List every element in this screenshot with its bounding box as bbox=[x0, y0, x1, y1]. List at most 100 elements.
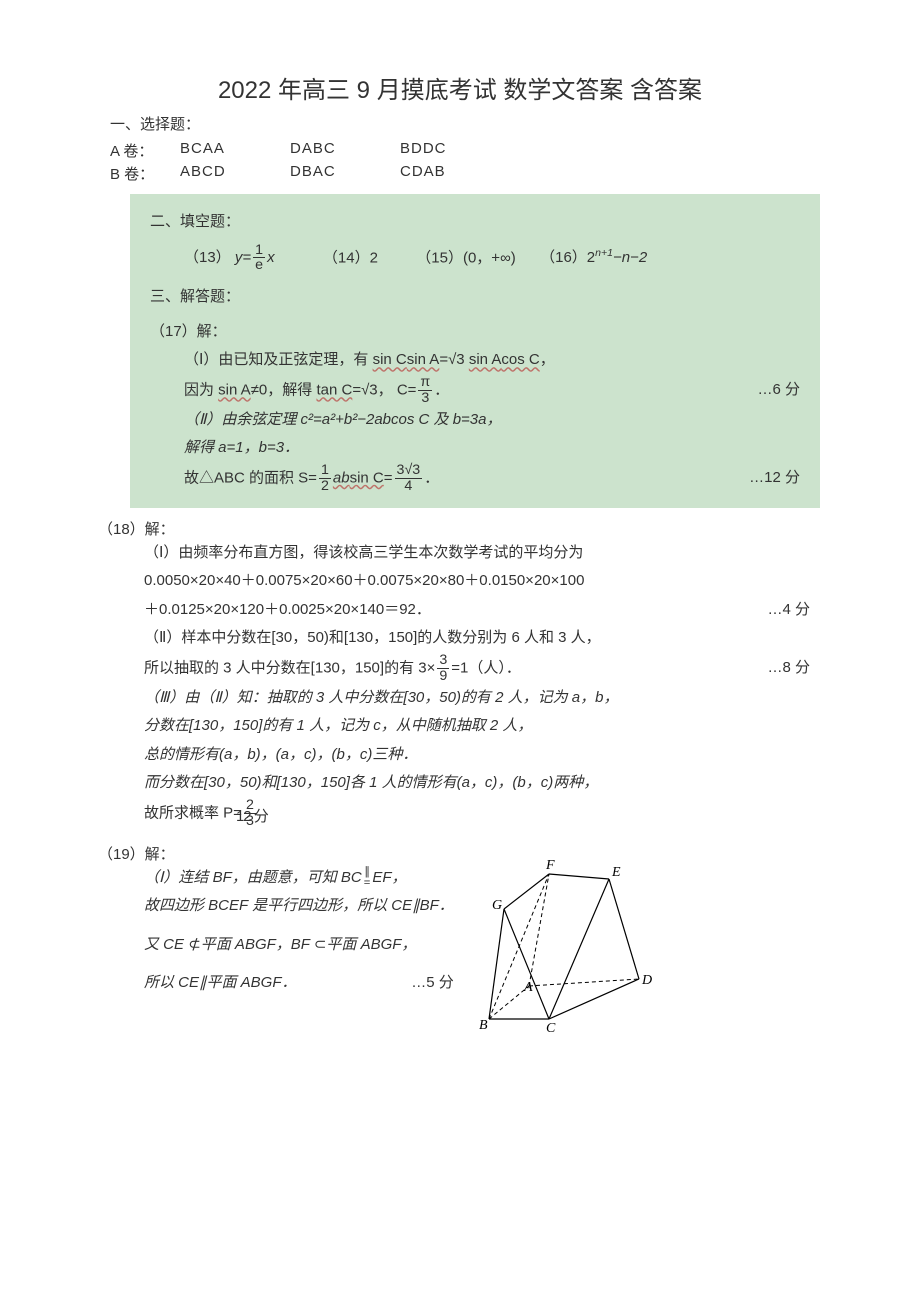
highlight-block: 二、填空题： （13） y=1ex （14）2 （15）(0，+∞) （16）2… bbox=[130, 194, 820, 508]
text: （Ⅱ）由余弦定理 c²=a²+b²−2abcos C 及 b=3a， bbox=[184, 411, 502, 428]
not-subset-icon: ⊄ bbox=[188, 936, 201, 953]
vertex-label: A bbox=[523, 980, 533, 995]
text: 因为 bbox=[184, 381, 218, 398]
score-overlay: 12 分 bbox=[236, 803, 268, 832]
q19: （19）解： （Ⅰ）连结 BF，由题意，可知 BC∥=EF， 故四边形 BCEF… bbox=[98, 843, 810, 1038]
text: ab bbox=[333, 469, 350, 486]
q16-tail: −n−2 bbox=[613, 249, 647, 266]
q18-l5: 所以抽取的 3 人中分数在[130，150]的有 3×39=1（人）． …8 分 bbox=[144, 653, 810, 684]
mc-row-b: B 卷： ABCD DBAC CDAB bbox=[110, 163, 810, 184]
text: 故所求概率 P= bbox=[144, 804, 242, 821]
q19-l1: （Ⅰ）连结 BF，由题意，可知 BC∥=EF， bbox=[144, 864, 454, 893]
text: 又 CE bbox=[144, 936, 188, 953]
q17-line1: （Ⅰ）由已知及正弦定理，有 sin Csin A=√3 sin Acos C， bbox=[184, 346, 800, 375]
q18-l8: 总的情形有(a，b)，(a，c)，(b，c)三种． bbox=[144, 741, 810, 770]
text: 平面 ABGF，BF bbox=[201, 936, 314, 953]
q17-body: （Ⅰ）由已知及正弦定理，有 sin Csin A=√3 sin Acos C， … bbox=[184, 346, 800, 493]
text: EF， bbox=[372, 869, 406, 886]
q19-l2: 故四边形 BCEF 是平行四边形，所以 CE∥BF． bbox=[144, 892, 454, 921]
score: …8 分 bbox=[767, 654, 810, 683]
fill-answers-row: （13） y=1ex （14）2 （15）(0，+∞) （16）2n+1−n−2 bbox=[184, 243, 800, 274]
text: sin A bbox=[218, 381, 251, 398]
score: …6 分 bbox=[757, 376, 800, 405]
geometry-figure: A B C D E F G bbox=[454, 854, 654, 1038]
frac-num: 3√3 bbox=[395, 463, 423, 479]
text: （Ⅰ）由已知及正弦定理，有 bbox=[184, 351, 373, 368]
frac-den: 2 bbox=[319, 479, 331, 494]
q13-eq: y= bbox=[235, 249, 251, 266]
q16-base: （16）2 bbox=[540, 249, 595, 266]
text: 解得 a=1，b=3． bbox=[184, 439, 299, 456]
vertex-label: E bbox=[611, 865, 621, 880]
q17-line4: 解得 a=1，b=3． bbox=[184, 434, 800, 463]
q17-line5: 故△ABC 的面积 S=12absin C=3√34． …12 分 bbox=[184, 463, 800, 494]
q18-l9: 而分数在[30，50)和[130，150]各 1 人的情形有(a，c)，(b，c… bbox=[144, 769, 810, 798]
text: （Ⅲ）由（Ⅱ）知：抽取的 3 人中分数在[30，50)的有 2 人，记为 a，b… bbox=[144, 689, 618, 706]
q17-line2: 因为 sin A≠0，解得 tan C=√3， C=π3． …6 分 bbox=[184, 375, 800, 406]
rel-bot: = bbox=[364, 878, 371, 888]
fill-section-label: 二、填空题： bbox=[150, 208, 800, 237]
q16: （16）2n+1−n−2 bbox=[540, 249, 647, 266]
text: 总的情形有(a，b)，(a，c)，(b，c)三种． bbox=[144, 746, 417, 763]
frac: 39 bbox=[437, 653, 449, 684]
score: …5 分 bbox=[411, 969, 454, 998]
mc-label: B 卷： bbox=[110, 163, 180, 184]
frac-num: 3 bbox=[437, 653, 449, 669]
q19-l4: 所以 CE∥平面 ABGF． …5 分 bbox=[144, 969, 454, 998]
text: 分数在[130，150]的有 1 人，记为 c，从中随机抽取 2 人， bbox=[144, 717, 532, 734]
q15: （15）(0，+∞) bbox=[416, 249, 515, 266]
text: （Ⅰ）连结 BF，由题意，可知 BC bbox=[144, 869, 362, 886]
frac-num: 1 bbox=[253, 243, 265, 259]
text: ≠0，解得 bbox=[251, 381, 317, 398]
text: sin A bbox=[407, 351, 440, 368]
q13-frac: 1e bbox=[253, 243, 265, 274]
vertex-label: C bbox=[546, 1021, 556, 1034]
subset-icon: ⊂ bbox=[314, 936, 327, 953]
mc-group: DABC bbox=[290, 140, 400, 161]
vertex-label: B bbox=[479, 1018, 488, 1033]
frac-den: 9 bbox=[437, 669, 449, 684]
text: 所以 CE∥平面 ABGF． bbox=[144, 969, 297, 998]
q18-l2: 0.0050×20×40＋0.0075×20×60＋0.0075×20×80＋0… bbox=[144, 567, 810, 596]
text: sin A bbox=[469, 351, 502, 368]
q13-label: （13） bbox=[184, 249, 231, 266]
q18-l4: （Ⅱ）样本中分数在[30，50)和[130，150]的人数分别为 6 人和 3 … bbox=[144, 624, 810, 653]
q19-l3: 又 CE ⊄平面 ABGF，BF ⊂平面 ABGF， bbox=[144, 931, 454, 960]
vertex-label: D bbox=[641, 973, 652, 988]
mc-group: ABCD bbox=[180, 163, 290, 184]
text: 故四边形 BCEF 是平行四边形，所以 CE∥BF． bbox=[144, 897, 454, 914]
text: =1（人）． bbox=[451, 659, 521, 676]
q16-sup: n+1 bbox=[595, 247, 613, 259]
text: 故△ABC 的面积 S= bbox=[184, 469, 317, 486]
q17-head: （17）解： bbox=[150, 318, 800, 347]
text: 平面 ABGF， bbox=[326, 936, 416, 953]
frac: 12 bbox=[319, 463, 331, 494]
q18-body: （Ⅰ）由频率分布直方图，得该校高三学生本次数学考试的平均分为 0.0050×20… bbox=[144, 539, 810, 829]
mc-group: BCAA bbox=[180, 140, 290, 161]
q14: （14）2 bbox=[323, 249, 378, 266]
text: =√3 bbox=[439, 351, 469, 368]
q17-frac: π3 bbox=[418, 375, 432, 406]
frac-den: 3 bbox=[419, 391, 431, 406]
q18-l10: 故所求概率 P=2312 分 bbox=[144, 798, 810, 829]
text: 而分数在[30，50)和[130，150]各 1 人的情形有(a，c)，(b，c… bbox=[144, 774, 598, 791]
score: …12 分 bbox=[749, 464, 800, 493]
parallel-equal-icon: ∥= bbox=[364, 867, 371, 887]
frac-num: 1 bbox=[319, 463, 331, 479]
frac-den: 4 bbox=[402, 479, 414, 494]
mc-group: DBAC bbox=[290, 163, 400, 184]
text: =√3， C= bbox=[352, 381, 416, 398]
frac: 3√34 bbox=[395, 463, 423, 494]
vertex-label: G bbox=[492, 898, 502, 913]
q19-body: （Ⅰ）连结 BF，由题意，可知 BC∥=EF， 故四边形 BCEF 是平行四边形… bbox=[144, 864, 454, 998]
mc-label: A 卷： bbox=[110, 140, 180, 161]
text: ． bbox=[424, 469, 439, 486]
mc-group: CDAB bbox=[400, 163, 510, 184]
text: 12 分 bbox=[236, 808, 268, 825]
q18-l3: ＋0.0125×20×120＋0.0025×20×140＝92． …4 分 bbox=[144, 596, 810, 625]
q17-line3: （Ⅱ）由余弦定理 c²=a²+b²−2abcos C 及 b=3a， bbox=[184, 406, 800, 435]
text: 所以抽取的 3 人中分数在[130，150]的有 3× bbox=[144, 659, 435, 676]
text: tan C bbox=[316, 381, 352, 398]
mc-group: BDDC bbox=[400, 140, 510, 161]
mc-row-a: A 卷： BCAA DABC BDDC bbox=[110, 140, 810, 161]
